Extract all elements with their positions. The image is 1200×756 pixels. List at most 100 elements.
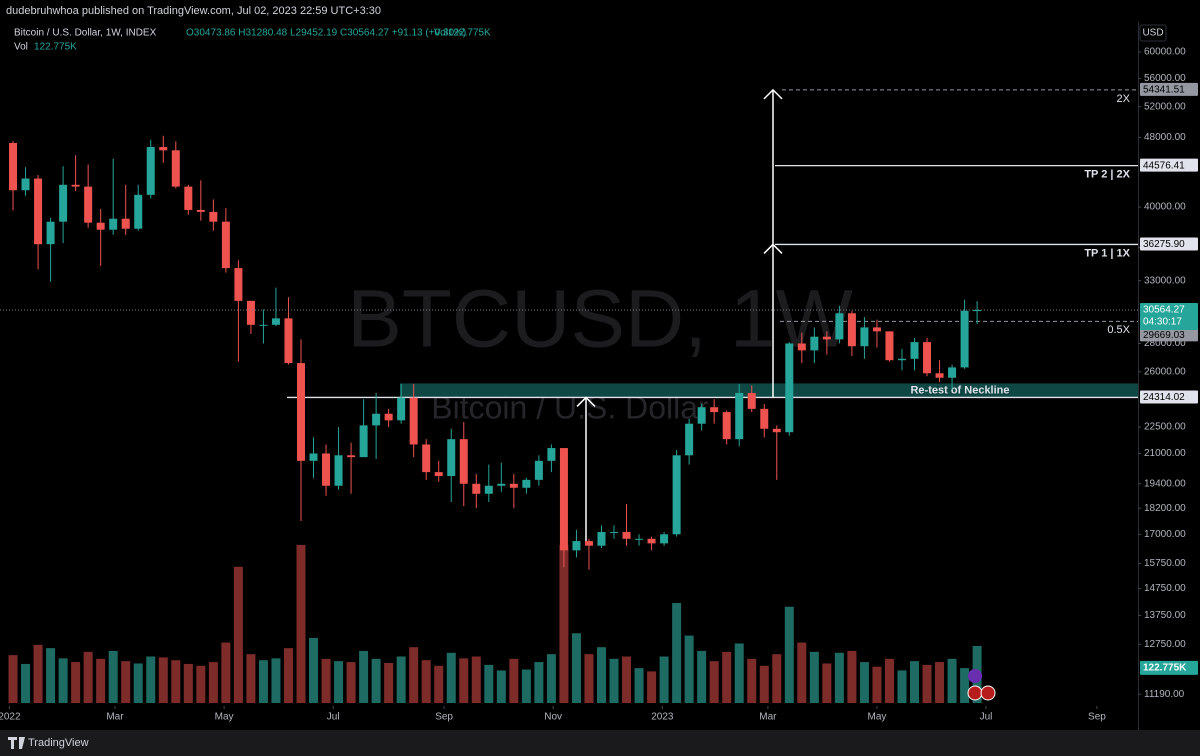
top-bar <box>0 0 1200 22</box>
footer <box>0 730 1200 756</box>
y-tick-label: 15750.00 <box>1144 558 1186 569</box>
candle-body <box>96 222 105 230</box>
level-label: TP 2 | 2X <box>1084 169 1130 181</box>
candle-body <box>34 178 43 245</box>
y-tick-label: 48000.00 <box>1144 132 1186 143</box>
legend-title: Bitcoin / U.S. Dollar, 1W, INDEX <box>14 28 157 39</box>
candle-body <box>484 485 493 494</box>
volume-bar <box>897 670 907 703</box>
last-price-tag <box>1140 302 1198 330</box>
volume-bar <box>108 650 118 703</box>
volume-bar <box>83 651 93 703</box>
level-label: 0.5X <box>1107 324 1130 336</box>
volume-bar <box>496 670 506 703</box>
candle-body <box>422 444 431 473</box>
volume-bar <box>922 664 932 703</box>
candle-body <box>259 324 268 326</box>
volume-bar <box>71 662 81 703</box>
publisher: dudebruhwhoa published on TradingView.co… <box>6 5 381 17</box>
volume-bar <box>196 665 206 703</box>
watermark: BTCUSD, 1W <box>347 274 853 365</box>
volume-bar <box>46 648 56 703</box>
volume-bar <box>521 669 531 703</box>
volume-bar <box>309 637 319 703</box>
candle-body <box>334 455 343 486</box>
candle-body <box>722 412 731 440</box>
volume-bar <box>772 654 782 703</box>
candle-body <box>447 439 456 476</box>
y-tick-label: 14750.00 <box>1144 583 1186 594</box>
candle-body <box>159 147 168 151</box>
volume-bar <box>709 661 719 703</box>
candle-body <box>146 147 155 195</box>
volume-bar <box>672 603 682 703</box>
candle-body <box>910 342 919 359</box>
volume-bar <box>233 566 243 703</box>
x-tick-label: May <box>215 712 234 723</box>
level-label: Re-test of Neckline <box>910 384 1009 396</box>
currency-box[interactable] <box>1139 24 1167 42</box>
candle-body <box>296 363 305 461</box>
event-icon[interactable] <box>980 685 996 701</box>
volume-bar <box>283 648 293 703</box>
event-icon[interactable] <box>968 669 982 683</box>
level-tag <box>1140 82 1198 96</box>
candle-body <box>660 534 669 544</box>
candle-body <box>271 318 280 325</box>
candle-body <box>772 428 781 433</box>
volume-bar <box>96 658 106 703</box>
candle-body <box>121 218 130 229</box>
volume-bar <box>359 650 369 703</box>
candle-body <box>973 309 982 312</box>
candle-body <box>522 479 531 488</box>
legend-volume: Vol122.775K <box>434 28 491 39</box>
volume-bar <box>584 654 594 703</box>
volume-bar <box>784 606 794 703</box>
candle-body <box>822 336 831 340</box>
volume-bar <box>121 661 131 703</box>
level-tag-label: 54341.51 <box>1143 85 1185 96</box>
candle-body <box>434 472 443 476</box>
y-tick-label: 56000.00 <box>1144 73 1186 84</box>
candle-body <box>559 448 568 551</box>
x-tick-label: 2023 <box>651 712 674 723</box>
volume-bar <box>534 662 544 703</box>
countdown: 04:30:17 <box>1143 317 1182 328</box>
candle-body <box>84 186 93 223</box>
candle-body <box>347 455 356 458</box>
volume-bar <box>596 647 606 703</box>
volume-tag <box>1140 660 1198 675</box>
volume-bar <box>158 657 168 703</box>
candle-body <box>584 541 593 546</box>
candle-body <box>610 532 619 534</box>
volume-value: 122.775K <box>34 42 77 53</box>
candle-body <box>960 310 969 368</box>
y-tick-label: 60000.00 <box>1144 47 1186 58</box>
candle-body <box>735 392 744 440</box>
candle-body <box>184 186 193 210</box>
candle-body <box>134 194 143 229</box>
volume-bar <box>459 658 469 703</box>
volume-bar <box>8 655 18 703</box>
level-label: TP 1 | 1X <box>1084 247 1130 259</box>
candle-body <box>459 439 468 484</box>
y-tick-label: 33000.00 <box>1144 275 1186 286</box>
volume-bar <box>734 643 744 703</box>
candle-body <box>923 342 932 374</box>
candle-body <box>785 343 794 433</box>
arrow-head <box>576 396 596 407</box>
candle-body <box>572 541 581 551</box>
volume-bar <box>722 651 732 703</box>
candle-body <box>797 343 806 351</box>
candle-body <box>221 221 230 269</box>
y-tick-label: 40000.00 <box>1144 202 1186 213</box>
volume-bar <box>684 635 694 703</box>
candle-body <box>760 408 769 429</box>
event-icon[interactable] <box>967 685 983 701</box>
brand: TradingView <box>28 737 89 749</box>
volume-bar <box>471 656 481 703</box>
candle-body <box>635 538 644 540</box>
y-tick-label: 17000.00 <box>1144 529 1186 540</box>
